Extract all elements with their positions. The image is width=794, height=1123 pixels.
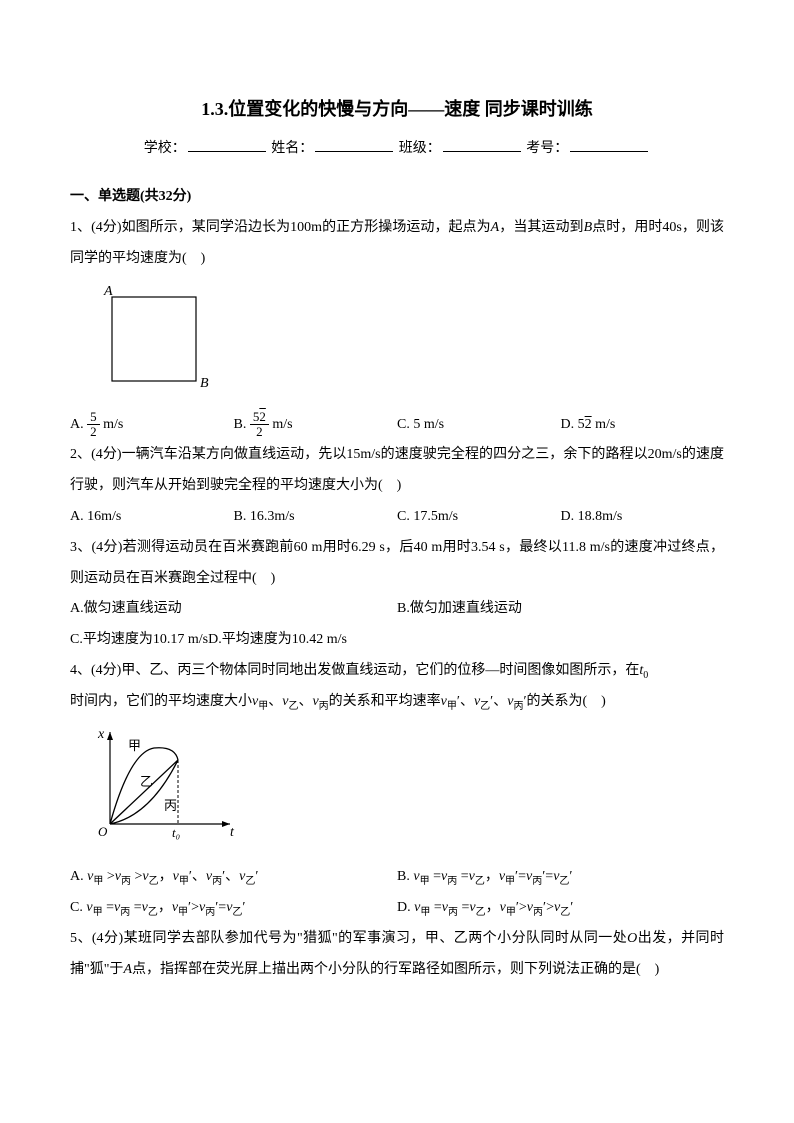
q2-opt-a[interactable]: A. 16m/s xyxy=(70,502,234,533)
q2-opt-c[interactable]: C. 17.5m/s xyxy=(397,502,561,533)
q3-options-row2: C.平均速度为10.17 m/sD.平均速度为10.42 m/s xyxy=(70,625,724,656)
school-blank[interactable] xyxy=(188,136,266,152)
square-shape xyxy=(112,297,196,381)
examno-blank[interactable] xyxy=(570,136,648,152)
q4-figure: x t O 甲 乙 丙 t₀ xyxy=(90,724,724,857)
q1-point-a: A xyxy=(491,220,500,235)
svg-text:甲: 甲 xyxy=(128,738,141,753)
q3-opt-d[interactable]: D.平均速度为10.42 m/s xyxy=(208,632,347,647)
q1-opt-c[interactable]: C. 5 m/s xyxy=(397,410,561,441)
q3-opt-c[interactable]: C.平均速度为10.17 m/s xyxy=(70,632,208,647)
square-diagram: A B xyxy=(100,281,230,391)
examno-label: 考号： xyxy=(526,141,568,156)
svg-text:乙: 乙 xyxy=(140,774,153,789)
svg-text:O: O xyxy=(98,824,108,839)
name-blank[interactable] xyxy=(315,136,393,152)
class-blank[interactable] xyxy=(443,136,521,152)
student-info-line: 学校： 姓名： 班级： 考号： xyxy=(70,134,724,165)
q4-options: A. v甲 >v丙 >v乙，v甲′、v丙′、v乙′ B. v甲 =v丙 =v乙，… xyxy=(70,862,724,924)
name-label: 姓名： xyxy=(271,141,313,156)
q2-options: A. 16m/s B. 16.3m/s C. 17.5m/s D. 18.8m/… xyxy=(70,502,724,533)
xt-graph: x t O 甲 乙 丙 t₀ xyxy=(90,724,240,844)
svg-text:t₀: t₀ xyxy=(172,825,180,840)
q2-opt-d[interactable]: D. 18.8m/s xyxy=(561,502,725,533)
q1-opt-a[interactable]: A. 52 m/s xyxy=(70,410,234,441)
q1-options: A. 52 m/s B. 522 m/s C. 5 m/s D. 52 m/s xyxy=(70,410,724,441)
svg-text:t: t xyxy=(230,825,235,840)
q3-opt-b[interactable]: B.做匀加速直线运动 xyxy=(397,594,724,625)
q4-opt-a[interactable]: A. v甲 >v丙 >v乙，v甲′、v丙′、v乙′ xyxy=(70,862,397,893)
q4-text-a: 4、(4分)甲、乙、丙三个物体同时同地出发做直线运动，它们的位移—时间图像如图所… xyxy=(70,663,639,678)
svg-text:丙: 丙 xyxy=(164,798,177,813)
question-5: 5、(4分)某班同学去部队参加代号为"猎狐"的军事演习，甲、乙两个小分队同时从同… xyxy=(70,924,724,986)
q4-opt-b[interactable]: B. v甲 =v丙 =v乙，v甲′=v丙′=v乙′ xyxy=(397,862,724,893)
q2-opt-b[interactable]: B. 16.3m/s xyxy=(234,502,398,533)
q1-figure: A B xyxy=(100,281,724,404)
question-4: 4、(4分)甲、乙、丙三个物体同时同地出发做直线运动，它们的位移—时间图像如图所… xyxy=(70,656,724,687)
class-label: 班级： xyxy=(399,141,441,156)
q1-text-a: 1、(4分)如图所示，某同学沿边长为100m的正方形操场运动，起点为 xyxy=(70,220,491,235)
q3-options-row1: A.做匀速直线运动 B.做匀加速直线运动 xyxy=(70,594,724,625)
question-4b: 时间内，它们的平均速度大小v甲、v乙、v丙的关系和平均速率v甲′、v乙′、v丙′… xyxy=(70,687,724,718)
question-1: 1、(4分)如图所示，某同学沿边长为100m的正方形操场运动，起点为A，当其运动… xyxy=(70,213,724,275)
q4-opt-c[interactable]: C. v甲 =v丙 =v乙，v甲′>v丙′=v乙′ xyxy=(70,893,397,924)
q1-text-b: ，当其运动到 xyxy=(499,220,583,235)
q4-opt-d[interactable]: D. v甲 =v丙 =v乙，v甲′>v丙′>v乙′ xyxy=(397,893,724,924)
q1-opt-b[interactable]: B. 522 m/s xyxy=(234,410,398,441)
q1-opt-d[interactable]: D. 52 m/s xyxy=(561,410,725,441)
question-2: 2、(4分)一辆汽车沿某方向做直线运动，先以15m/s的速度驶完全程的四分之三，… xyxy=(70,440,724,502)
q1-point-b: B xyxy=(584,220,593,235)
section-1-header: 一、单选题(共32分) xyxy=(70,182,724,213)
question-3: 3、(4分)若测得运动员在百米赛跑前60 m用时6.29 s，后40 m用时3.… xyxy=(70,533,724,595)
svg-text:x: x xyxy=(97,727,105,742)
school-label: 学校： xyxy=(144,141,186,156)
label-B: B xyxy=(200,376,209,391)
q3-opt-a[interactable]: A.做匀速直线运动 xyxy=(70,594,397,625)
page-title: 1.3.位置变化的快慢与方向——速度 同步课时训练 xyxy=(70,90,724,130)
